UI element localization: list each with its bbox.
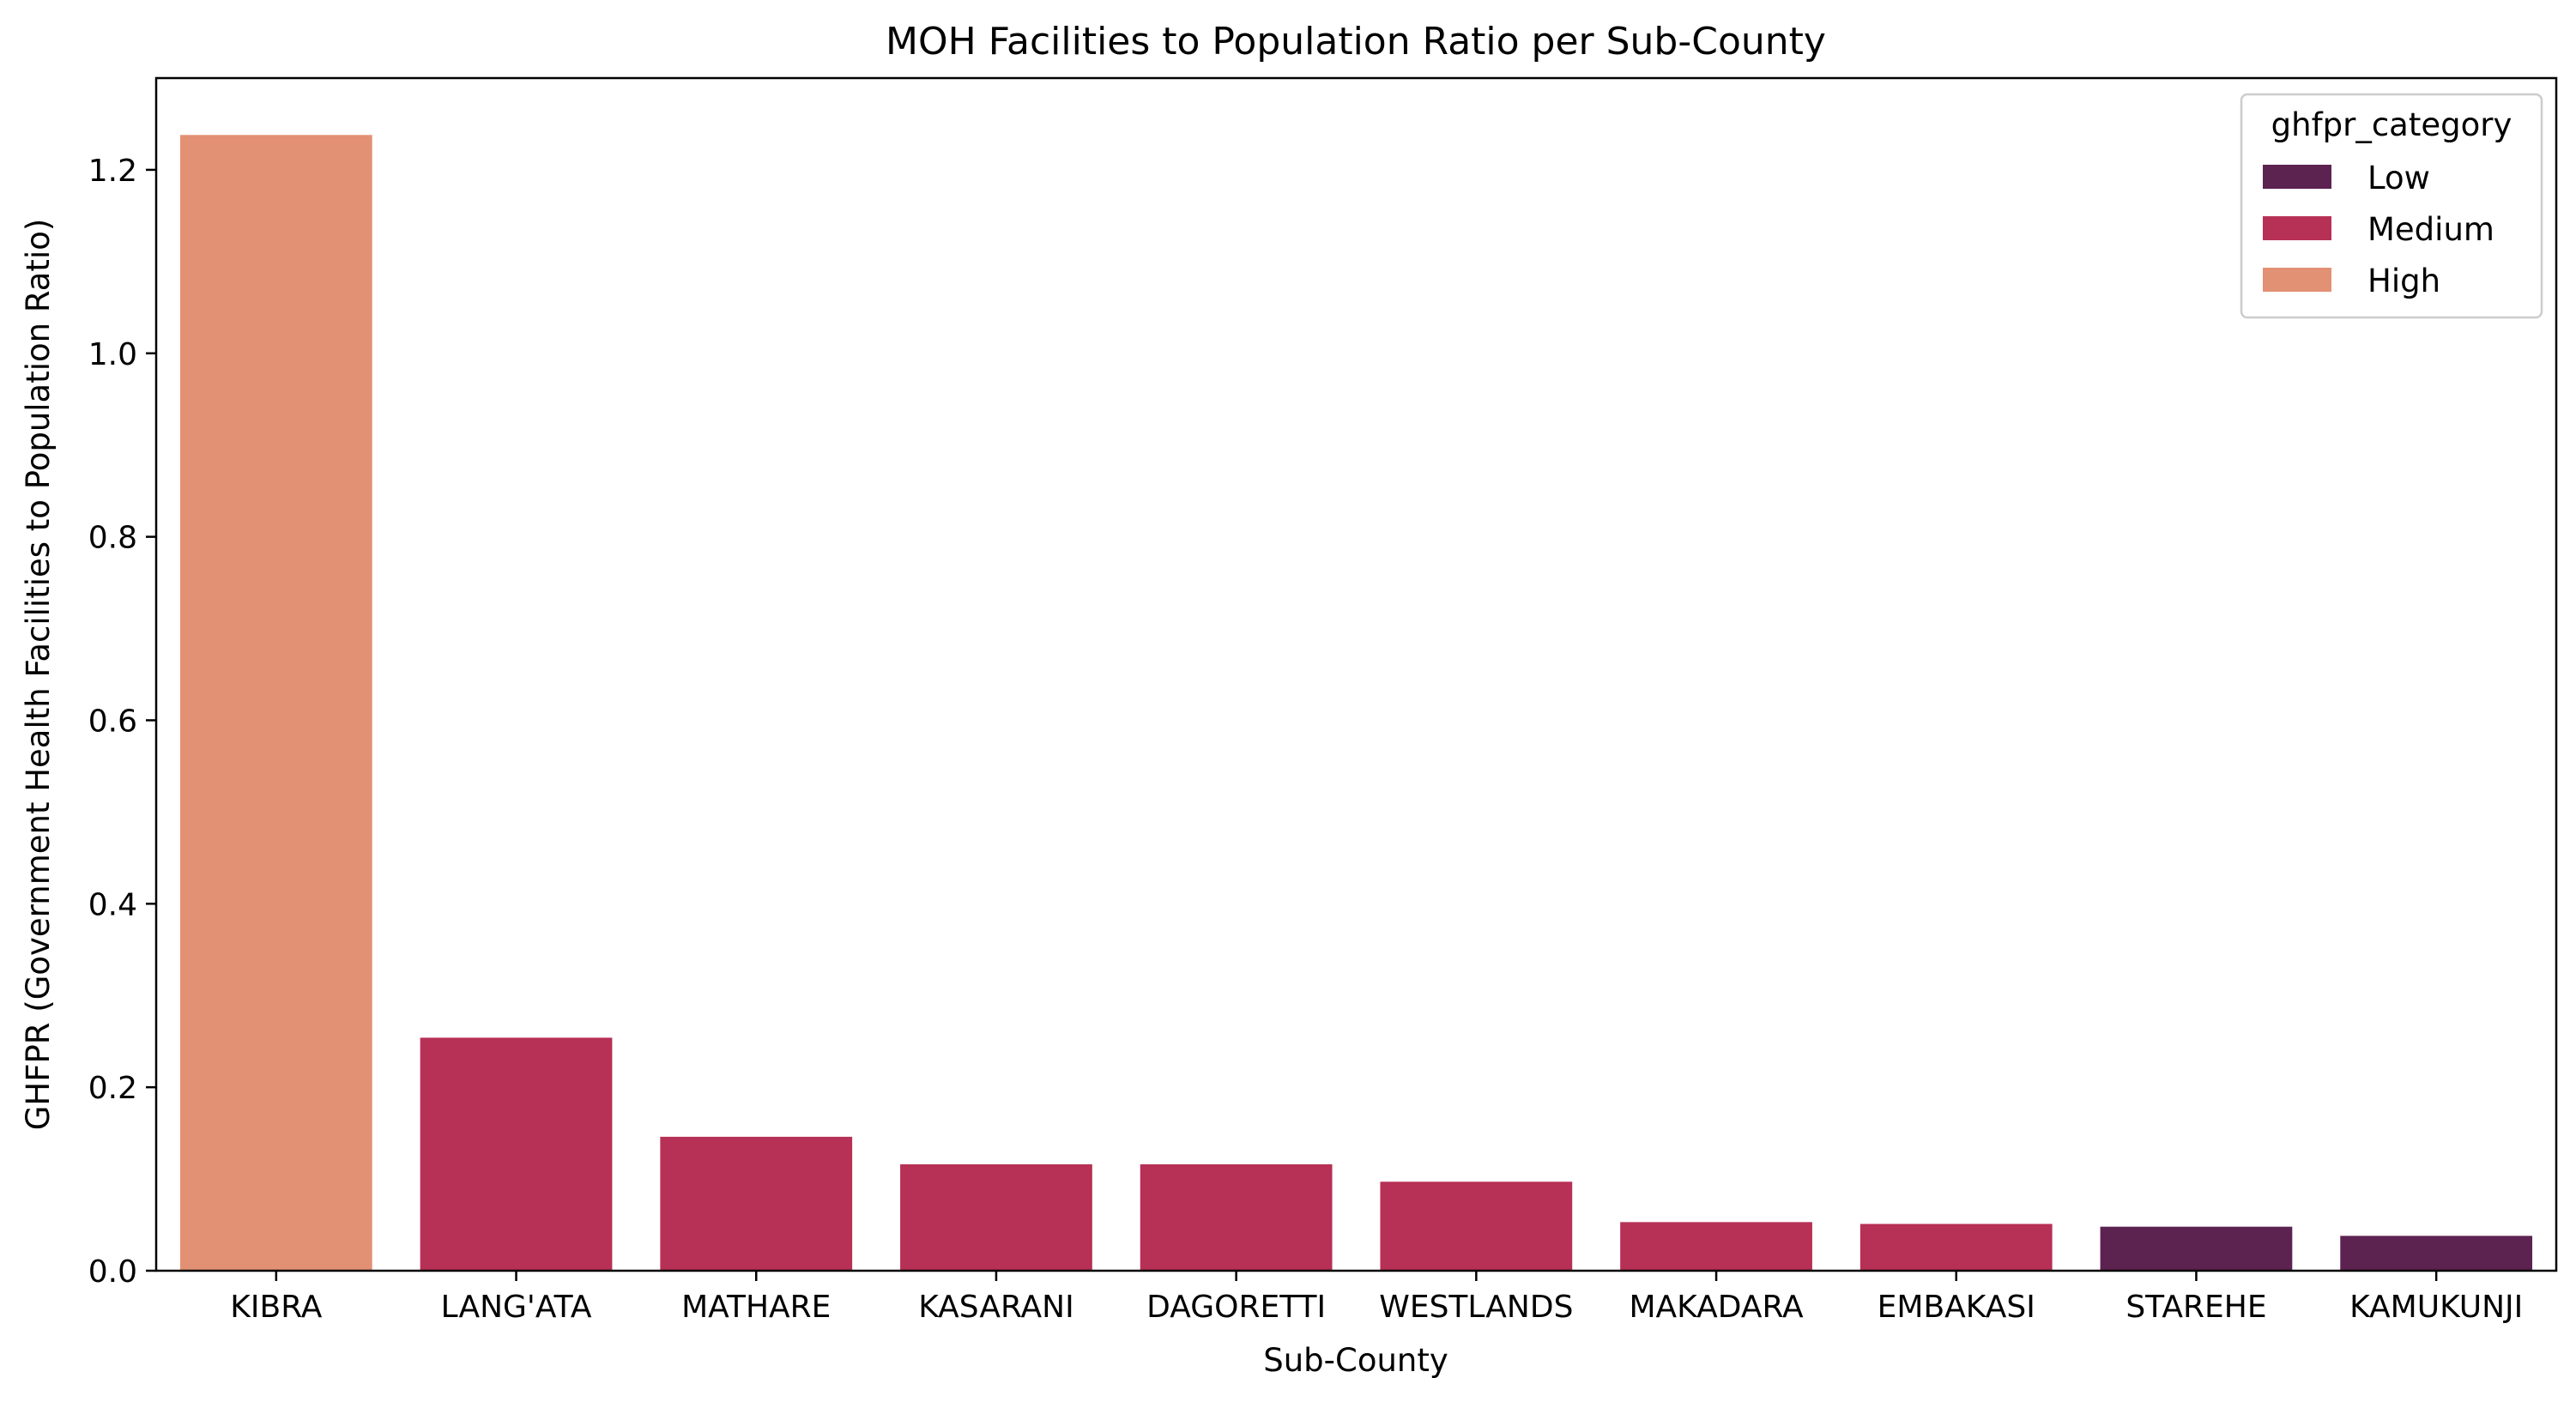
y-axis-ticks: 0.0 0.2 0.4 0.6 0.8 1.0 1.2 bbox=[88, 154, 156, 1290]
x-tick-label: WESTLANDS bbox=[1379, 1290, 1573, 1325]
y-tick-label: 0.2 bbox=[88, 1071, 137, 1106]
x-tick-label: MAKADARA bbox=[1629, 1290, 1804, 1325]
legend-swatch-high bbox=[2263, 268, 2331, 292]
x-tick-label: EMBAKASI bbox=[1878, 1290, 2035, 1325]
bar-starehe bbox=[2100, 1226, 2293, 1271]
legend-label-low: Low bbox=[2367, 160, 2430, 196]
x-tick-label: LANG'ATA bbox=[441, 1290, 592, 1325]
x-tick-label: MATHARE bbox=[681, 1290, 831, 1325]
x-axis-title: Sub-County bbox=[1263, 1342, 1448, 1379]
x-tick-label: KASARANI bbox=[918, 1290, 1073, 1325]
bar-kasarani bbox=[900, 1163, 1092, 1271]
bars-group bbox=[179, 135, 2533, 1271]
y-tick-label: 0.0 bbox=[88, 1254, 137, 1290]
x-tick-label: DAGORETTI bbox=[1146, 1290, 1326, 1325]
legend-frame bbox=[2240, 93, 2543, 319]
chart-title: MOH Facilities to Population Ratio per S… bbox=[886, 20, 1826, 63]
bar-westlands bbox=[1380, 1181, 1573, 1271]
x-tick-label: KAMUKUNJI bbox=[2349, 1290, 2523, 1325]
legend-label-medium: Medium bbox=[2367, 211, 2494, 248]
y-tick-label: 0.8 bbox=[88, 521, 137, 556]
bar-embakasi bbox=[1859, 1224, 2053, 1271]
bar-dagoretti bbox=[1140, 1163, 1333, 1271]
y-tick-label: 0.4 bbox=[88, 887, 137, 922]
y-tick-label: 0.6 bbox=[88, 704, 137, 739]
y-tick-label: 1.2 bbox=[88, 154, 137, 189]
bar-kamukunji bbox=[2340, 1236, 2533, 1271]
bar-mathare bbox=[660, 1136, 853, 1271]
y-axis-title: GHFPR (Government Health Facilities to P… bbox=[20, 219, 57, 1131]
legend: ghfpr_category Low Medium High bbox=[2240, 93, 2543, 319]
x-axis-ticks: KIBRA LANG'ATA MATHARE KASARANI DAGORETTI WES… bbox=[230, 1271, 2523, 1325]
legend-swatch-medium bbox=[2263, 216, 2331, 240]
legend-swatch-low bbox=[2263, 165, 2331, 189]
legend-label-high: High bbox=[2367, 263, 2440, 299]
bar-kibra bbox=[179, 135, 372, 1271]
bar-makadara bbox=[1620, 1222, 1812, 1271]
plot-frame bbox=[154, 76, 2558, 1272]
legend-title: ghfpr_category bbox=[2271, 106, 2513, 143]
legend-entries: Low Medium High bbox=[2263, 160, 2494, 299]
x-tick-label: KIBRA bbox=[230, 1290, 322, 1325]
x-tick-label: STAREHE bbox=[2126, 1290, 2266, 1325]
y-tick-label: 1.0 bbox=[88, 337, 137, 372]
bar-lang-ata bbox=[420, 1037, 613, 1271]
